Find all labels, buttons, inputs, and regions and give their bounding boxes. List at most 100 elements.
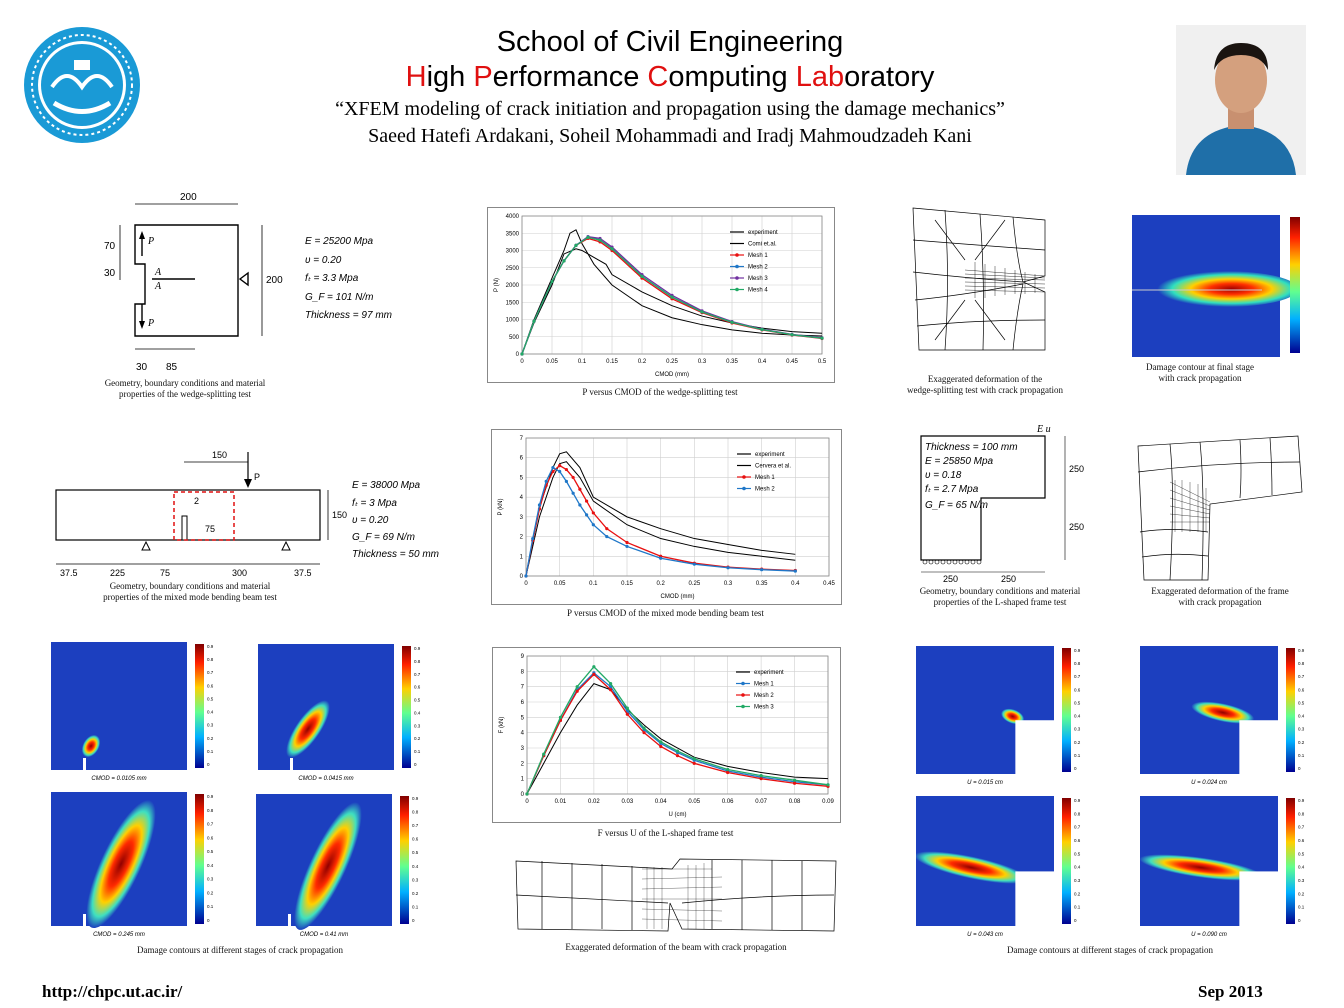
x-tick-label: 0.35	[756, 581, 768, 587]
y-tick-label: 7	[520, 436, 524, 442]
footer-url: http://chpc.ut.ac.ir/	[42, 982, 183, 1001]
svg-text:G_F = 69 N/m: G_F = 69 N/m	[352, 532, 415, 543]
x-tick-label: 0.3	[724, 581, 733, 587]
series-point	[591, 523, 595, 527]
colorbar-tick: 0	[1074, 766, 1077, 771]
x-axis-label: CMOD (mm)	[655, 372, 689, 378]
colorbar-tick: 0.2	[1074, 740, 1081, 745]
legend-entry: Mesh 3	[754, 705, 774, 711]
series-point	[592, 665, 596, 669]
colorbar-tick: 0.3	[207, 877, 214, 882]
colorbar-tick: 0.1	[207, 749, 214, 754]
colorbar-tick: 0	[1298, 918, 1301, 923]
svg-text:Thickness = 97 mm: Thickness = 97 mm	[305, 310, 392, 321]
poster-title: “XFEM modeling of crack initiation and p…	[335, 98, 1005, 120]
series-point	[592, 672, 596, 676]
colorbar-tick: 0.4	[1298, 714, 1305, 719]
frame-deformed-mesh	[1130, 432, 1310, 582]
y-tick-label: 7	[521, 685, 525, 691]
series-point	[520, 352, 524, 356]
dim-notch-75: 75	[205, 524, 215, 534]
colorbar-tick: 0.9	[1298, 798, 1305, 803]
series-point	[591, 511, 595, 515]
colorbar-tick: 0.4	[207, 710, 214, 715]
series-point	[605, 534, 609, 539]
y-tick-label: 0	[516, 352, 520, 358]
series-point	[562, 259, 566, 263]
colorbar-tick: 0.6	[1074, 838, 1081, 843]
dim-75: 75	[160, 568, 170, 578]
series-point	[586, 235, 590, 239]
colorbar-tick: 0.5	[1298, 851, 1305, 856]
colorbar-tick: 0.6	[1074, 687, 1081, 692]
series-point	[585, 513, 589, 517]
series-point	[692, 757, 696, 761]
contour-label: CMOD = 0.0105 mm	[91, 776, 146, 782]
y-tick-label: 3	[520, 515, 524, 521]
x-tick-label: 0.1	[578, 359, 587, 365]
series-point	[609, 682, 613, 686]
dim-70: 70	[104, 241, 116, 252]
colorbar-tick: 0.5	[414, 698, 421, 703]
svg-text:fₜ = 3 Mpa: fₜ = 3 Mpa	[352, 498, 397, 509]
colorbar-tick: 0.6	[412, 837, 419, 842]
colorbar-tick: 0.6	[207, 683, 214, 688]
legend-entry: Mesh 2	[755, 487, 775, 493]
svg-text:G_F = 65 N/m: G_F = 65 N/m	[925, 500, 988, 511]
colorbar-tick: 0.1	[207, 904, 214, 909]
beam-deformed-mesh	[512, 855, 840, 937]
colorbar-tick: 0.1	[1298, 905, 1305, 910]
colorbar-tick: 0.8	[207, 657, 214, 662]
series-point	[558, 469, 562, 474]
colorbar-tick: 0.5	[1074, 851, 1081, 856]
colorbar-tick: 0.8	[1074, 811, 1081, 816]
y-tick-label: 4000	[506, 214, 520, 220]
colorbar-tick: 0.1	[414, 749, 421, 754]
chart-frame-f-u: 0 0.01 0.02 0.03 0.04 0.05 0.06 0.07 0.08 0.09 0 1 2…	[492, 647, 841, 823]
y-tick-label: 1500	[506, 300, 520, 306]
frame-geometry-caption: Geometry, boundary conditions and materi…	[919, 586, 1081, 607]
legend-entry: Mesh 2	[748, 265, 768, 271]
contour-label: U = 0.015 cm	[967, 780, 1003, 786]
legend-marker	[741, 704, 745, 709]
svg-text:υ = 0.20: υ = 0.20	[352, 515, 389, 526]
series-point	[759, 774, 763, 778]
x-tick-label: 0.45	[823, 581, 835, 587]
series-point	[726, 770, 730, 775]
colorbar-tick: 0	[1298, 766, 1301, 771]
colorbar-tick: 0	[412, 918, 415, 923]
dim-150-top: 150	[212, 450, 227, 460]
x-tick-label: 0.4	[791, 581, 800, 587]
series-point	[525, 792, 529, 796]
frame-material-props: Thickness = 100 mm E = 25850 Mpa υ = 0.1…	[925, 442, 1018, 511]
y-tick-label: 2	[520, 535, 524, 541]
right-contours-caption: Damage contours at different stages of c…	[1006, 945, 1213, 955]
damage-contour-panel: 0.9 0.8 0.7 0.6 0.5 0.4 0.3 0.2 0.1 0 CMOD = 0.41 …	[256, 794, 432, 940]
frame-dim-250-r1: 250	[1069, 464, 1084, 474]
beam-geometry-figure: 150 P 150 2 75 37.5 225 75 300 37.5 E = …	[50, 444, 440, 589]
series-point	[531, 536, 535, 541]
header-line2-part: igh	[426, 61, 474, 93]
series-point	[558, 715, 563, 719]
svg-text:fₜ = 2.7 Mpa: fₜ = 2.7 Mpa	[925, 484, 979, 495]
series-point	[564, 479, 568, 483]
colorbar-tick: 0.5	[1074, 700, 1081, 705]
colorbar-tick: 0.8	[414, 659, 421, 664]
series-point	[625, 544, 629, 549]
series-line-2	[525, 464, 796, 577]
x-tick-label: 0.35	[726, 359, 738, 365]
frame-load-eu: E u	[1036, 424, 1051, 435]
colorbar-tick: 0.3	[207, 723, 214, 728]
series-point	[558, 464, 562, 468]
x-tick-label: 0.05	[554, 581, 566, 587]
wedge-mesh-caption: Exaggerated deformation of the wedge-spli…	[907, 374, 1063, 395]
beam-geometry-caption: Geometry, boundary conditions and materi…	[103, 581, 277, 602]
y-tick-label: 2500	[506, 266, 520, 272]
header-line2-part: C	[647, 61, 669, 93]
dim-200-right: 200	[266, 275, 283, 286]
series-point	[532, 319, 536, 323]
header-line2: High Performance Computing Laboratory	[190, 61, 1150, 94]
x-tick-label: 0.15	[621, 581, 633, 587]
y-tick-label: 500	[509, 335, 520, 341]
colorbar-tick: 0.4	[1298, 865, 1305, 870]
